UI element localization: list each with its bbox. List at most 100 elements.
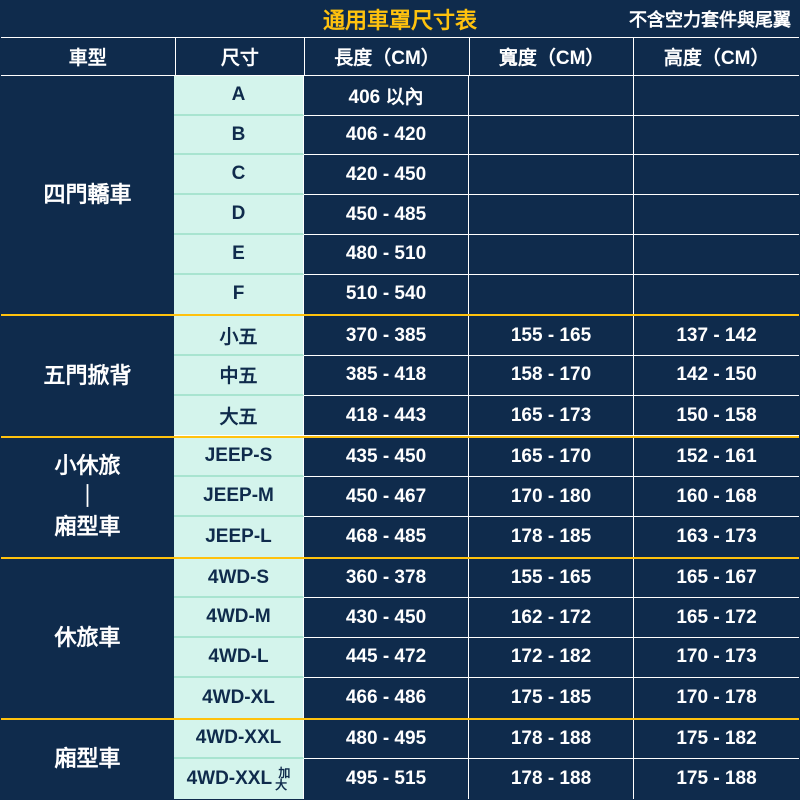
size-cell: 小五 [174,316,304,356]
header-category: 車型 [1,38,176,75]
size-cell: F [174,275,304,315]
height-cell: 165 - 172 [634,598,799,638]
header-width: 寬度（CM） [470,38,635,75]
size-suffix: 加 大 [275,767,290,791]
table-row: 4WD-XL466 - 486175 - 185170 - 178 [174,678,799,718]
height-cell: 160 - 168 [634,477,799,517]
category-cell: 五門掀背 [1,316,174,435]
category-cell: 四門轎車 [1,76,174,314]
size-cell: 大五 [174,396,304,436]
width-cell [469,275,634,315]
length-cell: 418 - 443 [304,396,469,436]
size-cell: D [174,195,304,235]
category-cell: 休旅車 [1,559,174,718]
table-group: 四門轎車A406 以內B406 - 420C420 - 450D450 - 48… [1,75,799,314]
group-rows: 小五370 - 385155 - 165137 - 142中五385 - 418… [174,316,799,435]
title-row: 通用車罩尺寸表 不含空力套件與尾翼 [1,1,799,37]
height-cell [634,76,799,116]
table-row: E480 - 510 [174,235,799,275]
table-row: JEEP-M450 - 467170 - 180160 - 168 [174,477,799,517]
table-row: 4WD-S360 - 378155 - 165165 - 167 [174,559,799,599]
height-cell: 137 - 142 [634,316,799,356]
category-cell: 小休旅 ｜ 廂型車 [1,438,174,557]
size-chart-table: 通用車罩尺寸表 不含空力套件與尾翼 車型 尺寸 長度（CM） 寬度（CM） 高度… [0,0,800,800]
width-cell: 178 - 188 [469,720,634,760]
width-cell [469,155,634,195]
category-cell: 廂型車 [1,720,174,799]
height-cell: 142 - 150 [634,356,799,396]
table-group: 廂型車4WD-XXL480 - 495178 - 188175 - 1824WD… [1,718,799,799]
table-row: 4WD-XXL480 - 495178 - 188175 - 182 [174,720,799,760]
height-cell: 152 - 161 [634,438,799,478]
height-cell: 170 - 173 [634,638,799,678]
length-cell: 445 - 472 [304,638,469,678]
header-size: 尺寸 [176,38,306,75]
size-cell: JEEP-L [174,517,304,557]
table-group: 小休旅 ｜ 廂型車JEEP-S435 - 450165 - 170152 - 1… [1,436,799,557]
width-cell: 165 - 173 [469,396,634,436]
length-cell: 466 - 486 [304,678,469,718]
group-rows: A406 以內B406 - 420C420 - 450D450 - 485E48… [174,76,799,314]
length-cell: 480 - 510 [304,235,469,275]
width-cell: 155 - 165 [469,316,634,356]
width-cell: 158 - 170 [469,356,634,396]
length-cell: 468 - 485 [304,517,469,557]
length-cell: 430 - 450 [304,598,469,638]
size-cell: A [174,76,304,116]
table-row: 4WD-M430 - 450162 - 172165 - 172 [174,598,799,638]
size-cell: 中五 [174,356,304,396]
table-subtitle: 不含空力套件與尾翼 [629,6,791,32]
group-rows: JEEP-S435 - 450165 - 170152 - 161JEEP-M4… [174,438,799,557]
header-height: 高度（CM） [634,38,799,75]
table-group: 休旅車4WD-S360 - 378155 - 165165 - 1674WD-M… [1,557,799,718]
length-cell: 406 - 420 [304,116,469,156]
size-cell: C [174,155,304,195]
height-cell [634,195,799,235]
height-cell [634,155,799,195]
size-cell: JEEP-M [174,477,304,517]
width-cell [469,116,634,156]
width-cell: 172 - 182 [469,638,634,678]
length-cell: 480 - 495 [304,720,469,760]
width-cell [469,76,634,116]
table-body: 四門轎車A406 以內B406 - 420C420 - 450D450 - 48… [1,75,799,799]
size-cell: 4WD-L [174,638,304,678]
length-cell: 406 以內 [304,76,469,116]
width-cell: 155 - 165 [469,559,634,599]
width-cell [469,195,634,235]
size-cell: 4WD-XL [174,678,304,718]
length-cell: 385 - 418 [304,356,469,396]
size-cell: 4WD-M [174,598,304,638]
table-row: 中五385 - 418158 - 170142 - 150 [174,356,799,396]
size-cell: 4WD-S [174,559,304,599]
table-row: C420 - 450 [174,155,799,195]
height-cell: 150 - 158 [634,396,799,436]
height-cell: 175 - 182 [634,720,799,760]
height-cell [634,275,799,315]
table-row: JEEP-L468 - 485178 - 185163 - 173 [174,517,799,557]
table-row: 小五370 - 385155 - 165137 - 142 [174,316,799,356]
table-row: 4WD-L445 - 472172 - 182170 - 173 [174,638,799,678]
length-cell: 450 - 485 [304,195,469,235]
size-cell: B [174,116,304,156]
height-cell [634,116,799,156]
table-row: F510 - 540 [174,275,799,315]
table-row: A406 以內 [174,76,799,116]
height-cell: 170 - 178 [634,678,799,718]
width-cell: 162 - 172 [469,598,634,638]
length-cell: 495 - 515 [304,759,469,799]
width-cell [469,235,634,275]
group-rows: 4WD-XXL480 - 495178 - 188175 - 1824WD-XX… [174,720,799,799]
size-cell: E [174,235,304,275]
header-length: 長度（CM） [305,38,470,75]
length-cell: 435 - 450 [304,438,469,478]
length-cell: 370 - 385 [304,316,469,356]
table-row: 4WD-XXL 加 大495 - 515178 - 188175 - 188 [174,759,799,799]
width-cell: 170 - 180 [469,477,634,517]
size-cell: 4WD-XXL [174,720,304,760]
size-cell: 4WD-XXL 加 大 [174,759,304,799]
size-cell: JEEP-S [174,438,304,478]
width-cell: 178 - 185 [469,517,634,557]
table-row: JEEP-S435 - 450165 - 170152 - 161 [174,438,799,478]
height-cell: 175 - 188 [634,759,799,799]
